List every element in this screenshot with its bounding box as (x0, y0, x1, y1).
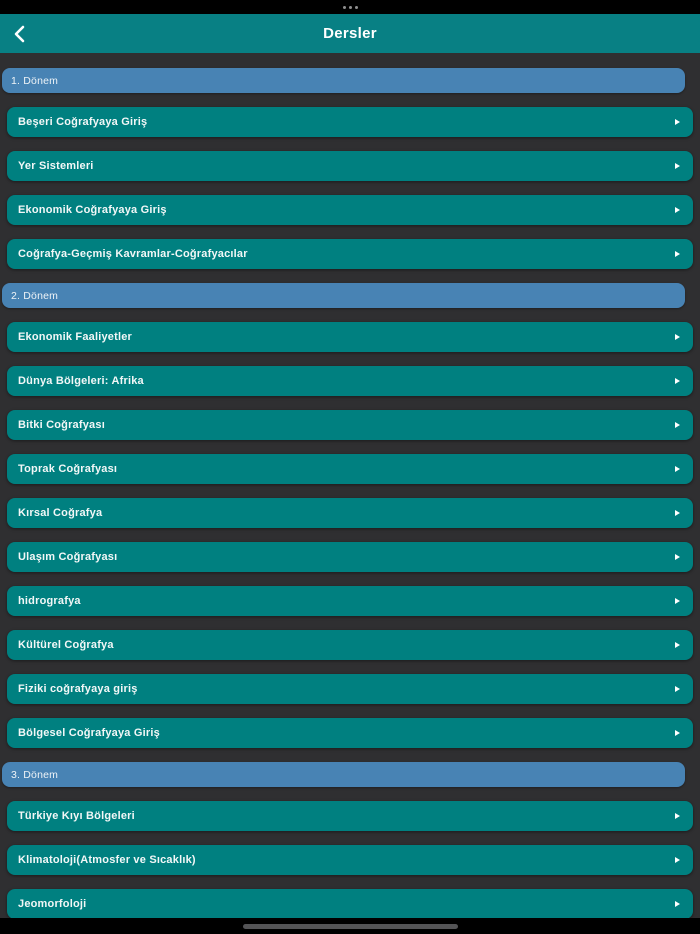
section-label: 3. Dönem (11, 768, 59, 781)
page-title: Dersler (323, 25, 377, 42)
course-label: Dünya Bölgeleri: Afrika (18, 375, 144, 387)
course-item[interactable]: hidrografya (7, 586, 693, 616)
chevron-right-icon (675, 857, 680, 863)
chevron-right-icon (675, 466, 680, 472)
chevron-right-icon (675, 163, 680, 169)
back-button[interactable] (7, 21, 31, 47)
bottom-bar (0, 918, 700, 934)
section-label: 1. Dönem (11, 74, 59, 87)
chevron-right-icon (675, 642, 680, 648)
course-list[interactable]: 1. Dönem Beşeri Coğrafyaya Giriş Yer Sis… (0, 53, 700, 918)
course-item[interactable]: Fiziki coğrafyaya giriş (7, 674, 693, 704)
course-label: hidrografya (18, 595, 81, 607)
course-item[interactable]: Beşeri Coğrafyaya Giriş (7, 107, 693, 137)
course-label: Ekonomik Faaliyetler (18, 331, 133, 343)
course-item[interactable]: Ekonomik Coğrafyaya Giriş (7, 195, 693, 225)
course-label: Yer Sistemleri (18, 160, 94, 172)
course-label: Klimatoloji(Atmosfer ve Sıcaklık) (18, 854, 196, 866)
course-item[interactable]: Jeomorfoloji (7, 889, 693, 918)
course-item[interactable]: Klimatoloji(Atmosfer ve Sıcaklık) (7, 845, 693, 875)
course-label: Kültürel Coğrafya (18, 639, 114, 651)
course-item[interactable]: Dünya Bölgeleri: Afrika (7, 366, 693, 396)
status-bar (0, 0, 700, 14)
section-label: 2. Dönem (11, 289, 59, 302)
course-item[interactable]: Ulaşım Coğrafyası (7, 542, 693, 572)
chevron-right-icon (675, 813, 680, 819)
chevron-right-icon (675, 422, 680, 428)
course-item[interactable]: Bölgesel Coğrafyaya Giriş (7, 718, 693, 748)
course-item[interactable]: Yer Sistemleri (7, 151, 693, 181)
course-label: Fiziki coğrafyaya giriş (18, 683, 138, 695)
course-label: Ulaşım Coğrafyası (18, 551, 118, 563)
course-label: Bölgesel Coğrafyaya Giriş (18, 727, 160, 739)
chevron-right-icon (675, 598, 680, 604)
course-label: Türkiye Kıyı Bölgeleri (18, 810, 135, 822)
course-label: Toprak Coğrafyası (18, 463, 118, 475)
course-item[interactable]: Türkiye Kıyı Bölgeleri (7, 801, 693, 831)
chevron-right-icon (675, 207, 680, 213)
course-item[interactable]: Toprak Coğrafyası (7, 454, 693, 484)
chevron-right-icon (675, 334, 680, 340)
chevron-right-icon (675, 119, 680, 125)
course-label: Kırsal Coğrafya (18, 507, 103, 519)
chevron-right-icon (675, 730, 680, 736)
chevron-left-icon (13, 25, 25, 46)
course-label: Jeomorfoloji (18, 898, 87, 910)
chevron-right-icon (675, 510, 680, 516)
nav-header: Dersler (0, 14, 700, 53)
multitask-dots-icon (342, 5, 358, 9)
course-item[interactable]: Bitki Coğrafyası (7, 410, 693, 440)
section-header-3: 3. Dönem (2, 762, 685, 787)
section-header-1: 1. Dönem (2, 68, 685, 93)
course-item[interactable]: Coğrafya-Geçmiş Kavramlar-Coğrafyacılar (7, 239, 693, 269)
course-label: Beşeri Coğrafyaya Giriş (18, 116, 148, 128)
chevron-right-icon (675, 251, 680, 257)
chevron-right-icon (675, 901, 680, 907)
course-item[interactable]: Ekonomik Faaliyetler (7, 322, 693, 352)
section-header-2: 2. Dönem (2, 283, 685, 308)
home-indicator[interactable] (242, 924, 458, 929)
chevron-right-icon (675, 378, 680, 384)
course-item[interactable]: Kırsal Coğrafya (7, 498, 693, 528)
chevron-right-icon (675, 686, 680, 692)
course-label: Coğrafya-Geçmiş Kavramlar-Coğrafyacılar (18, 248, 248, 260)
course-item[interactable]: Kültürel Coğrafya (7, 630, 693, 660)
course-label: Bitki Coğrafyası (18, 419, 105, 431)
chevron-right-icon (675, 554, 680, 560)
course-label: Ekonomik Coğrafyaya Giriş (18, 204, 167, 216)
